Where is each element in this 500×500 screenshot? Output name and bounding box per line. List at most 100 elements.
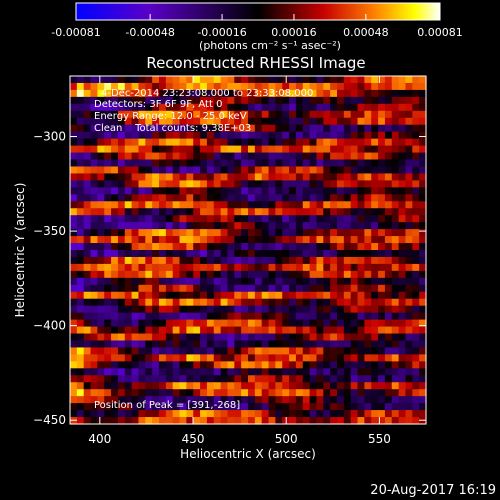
heatmap-cell <box>289 361 297 369</box>
heatmap-cell <box>343 250 352 258</box>
heatmap-cell <box>405 263 413 272</box>
heatmap-cell <box>172 124 181 133</box>
heatmap-cell <box>152 89 160 98</box>
heatmap-cell <box>289 166 297 175</box>
heatmap-cell <box>261 222 270 230</box>
heatmap-cell <box>343 138 352 147</box>
heatmap-cell <box>323 103 331 112</box>
heatmap-cell <box>165 117 174 126</box>
heatmap-cell <box>405 76 413 84</box>
heatmap-cell <box>179 410 187 418</box>
heatmap-cell <box>378 76 386 84</box>
heatmap-cell <box>343 117 352 126</box>
heatmap-cell <box>419 117 427 126</box>
heatmap-cell <box>268 159 276 168</box>
heatmap-cell <box>378 396 386 404</box>
heatmap-cell <box>145 410 153 418</box>
heatmap-cell <box>419 215 427 223</box>
heatmap-cell <box>337 201 345 209</box>
heatmap-cell <box>309 298 318 307</box>
heatmap-cell <box>405 326 413 335</box>
heatmap-cell <box>254 229 263 237</box>
heatmap-cell <box>165 166 174 175</box>
heatmap-cell <box>405 298 413 307</box>
heatmap-cell <box>419 284 427 293</box>
heatmap-cell <box>337 96 345 105</box>
heatmap-cell <box>165 103 174 112</box>
heatmap-cell <box>412 250 420 258</box>
heatmap-cell <box>337 410 345 418</box>
heatmap-cell <box>152 354 160 362</box>
heatmap-cell <box>186 277 194 286</box>
heatmap-cell <box>371 222 379 230</box>
heatmap-cell <box>248 96 256 105</box>
heatmap-cell <box>364 417 372 425</box>
heatmap-cell <box>309 103 318 112</box>
heatmap-cell <box>391 89 400 98</box>
heatmap-cell <box>213 131 222 140</box>
heatmap-cell <box>371 117 379 126</box>
heatmap-cell <box>70 389 78 397</box>
heatmap-cell <box>323 222 331 230</box>
heatmap-cell <box>138 319 146 328</box>
heatmap-cell <box>200 403 208 411</box>
heatmap-cell <box>384 340 393 349</box>
heatmap-cell <box>316 89 324 98</box>
heatmap-cell <box>227 256 235 265</box>
heatmap-cell <box>234 166 242 175</box>
heatmap-cell <box>159 368 167 376</box>
heatmap-cell <box>405 243 413 251</box>
heatmap-cell <box>172 256 181 265</box>
heatmap-cell <box>289 270 297 279</box>
heatmap-cell <box>316 82 324 91</box>
heatmap-cell <box>152 82 160 91</box>
heatmap-cell <box>268 222 276 230</box>
heatmap-cell <box>206 138 215 147</box>
heatmap-cell <box>241 96 249 105</box>
heatmap-cell <box>138 389 146 397</box>
heatmap-cell <box>343 180 352 188</box>
heatmap-cell <box>337 368 345 376</box>
heatmap-cell <box>261 229 270 237</box>
heatmap-cell <box>234 410 242 418</box>
heatmap-cell <box>261 319 270 328</box>
heatmap-cell <box>343 277 352 286</box>
heatmap-cell <box>213 375 222 383</box>
heatmap-cell <box>248 305 256 314</box>
heatmap-cell <box>200 368 208 376</box>
heatmap-cell <box>200 208 208 216</box>
heatmap-cell <box>70 124 78 133</box>
heatmap-cell <box>275 382 283 390</box>
heatmap-cell <box>378 417 386 425</box>
heatmap-cell <box>316 208 324 216</box>
heatmap-cell <box>248 354 256 362</box>
heatmap-cell <box>83 159 92 168</box>
heatmap-cell <box>193 236 201 244</box>
heatmap-cell <box>309 368 318 376</box>
heatmap-cell <box>330 243 338 251</box>
heatmap-cell <box>289 103 297 112</box>
heatmap-cell <box>350 410 359 418</box>
heatmap-cell <box>357 89 365 98</box>
heatmap-cell <box>302 76 311 84</box>
heatmap-cell <box>330 194 338 202</box>
heatmap-cell <box>289 291 297 300</box>
heatmap-cell <box>131 319 140 328</box>
heatmap-cell <box>213 236 222 244</box>
heatmap-cell <box>323 250 331 258</box>
heatmap-cell <box>76 250 85 258</box>
heatmap-cell <box>378 145 386 154</box>
heatmap-cell <box>97 173 105 181</box>
heatmap-cell <box>254 319 263 328</box>
heatmap-cell <box>234 326 242 335</box>
heatmap-cell <box>330 96 338 105</box>
heatmap-cell <box>405 138 413 147</box>
heatmap-cell <box>309 152 318 161</box>
heatmap-cell <box>419 347 427 355</box>
heatmap-cell <box>241 229 249 237</box>
heatmap-cell <box>343 312 352 321</box>
heatmap-cell <box>111 312 119 321</box>
heatmap-cell <box>124 410 133 418</box>
heatmap-cell <box>316 110 324 119</box>
heatmap-cell <box>206 96 215 105</box>
